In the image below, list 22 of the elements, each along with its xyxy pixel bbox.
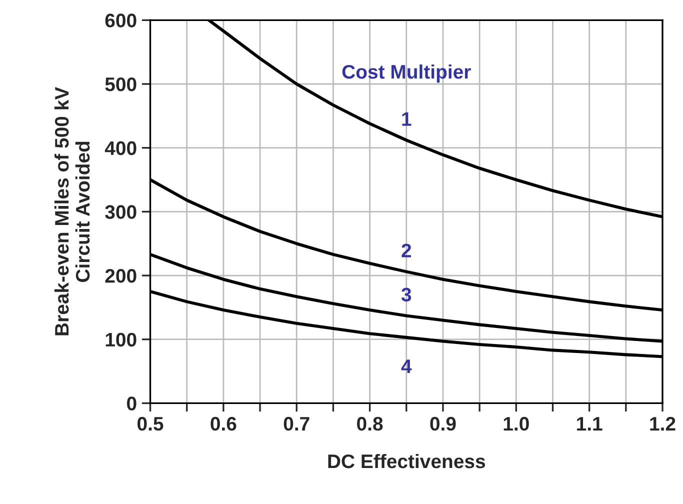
x-tick-label: 0.6: [210, 416, 236, 431]
legend-title: Cost Multipier: [342, 64, 471, 83]
series-label: 2: [402, 244, 412, 258]
y-tick-label: 200: [105, 268, 136, 283]
x-tick-label: 0.9: [430, 416, 456, 431]
y-tick-label: 300: [105, 205, 136, 219]
x-tick-label: 1.1: [577, 417, 602, 430]
x-tick-label: 0.8: [357, 416, 383, 431]
y-tick-label: 400: [104, 141, 136, 156]
x-axis-title: DC Effectiveness: [328, 454, 486, 468]
y-tick-label: 100: [106, 332, 136, 347]
y-axis-title: Break-even Miles of 500 kV Circuit Avoided: [54, 86, 90, 336]
y-tick-label: 0: [127, 396, 136, 410]
series-label: 3: [401, 288, 412, 302]
x-tick-label: 0.7: [284, 416, 310, 431]
series-label: 4: [401, 360, 412, 374]
y-tick-label: 600: [105, 14, 136, 28]
x-tick-label: 0.5: [138, 416, 164, 431]
x-tick-label: 1.0: [504, 416, 529, 431]
y-tick-label: 500: [105, 77, 136, 92]
series-label: 1: [402, 112, 412, 126]
x-tick-label: 1.2: [650, 416, 676, 430]
